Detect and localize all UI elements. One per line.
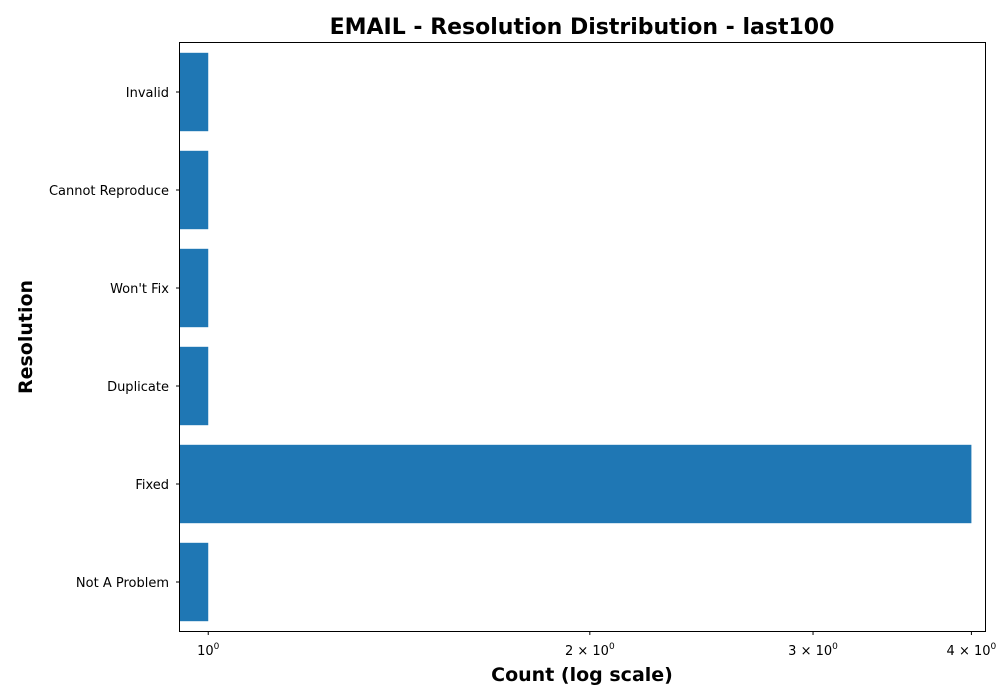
plot-frame (179, 42, 986, 632)
x-tick-exponent: 0 (991, 642, 997, 652)
y-axis-ticks: Not A Problem Fixed Duplicate Won't Fix Cann… (49, 86, 180, 591)
x-tick-base: 2 × 10 (565, 644, 609, 659)
x-tick-base: 3 × 10 (788, 644, 832, 659)
y-tick-label-not-a-problem: Not A Problem (76, 576, 169, 591)
y-tick-label-duplicate: Duplicate (107, 380, 169, 395)
x-tick-exponent: 0 (832, 642, 838, 652)
bars-group (180, 52, 972, 622)
y-tick-label-won-t-fix: Won't Fix (110, 282, 169, 297)
x-axis-ticks: 100 2 × 100 3 × 100 4 × 100 (197, 631, 997, 659)
bar-fixed (180, 444, 972, 524)
x-tick-exponent: 0 (609, 642, 615, 652)
x-axis-label: Count (log scale) (491, 664, 673, 686)
x-tick-base: 4 × 10 (947, 644, 991, 659)
x-tick-exponent: 0 (214, 642, 220, 652)
bar-cannot-reproduce (180, 150, 209, 230)
x-tick-label-4: 4 × 100 (947, 642, 997, 659)
y-axis-label: Resolution (15, 280, 37, 394)
bar-duplicate (180, 346, 209, 426)
bar-won-t-fix (180, 248, 209, 328)
chart-title: EMAIL - Resolution Distribution - last10… (330, 15, 835, 40)
x-tick-label-3: 3 × 100 (788, 642, 838, 659)
bar-invalid (180, 52, 209, 132)
y-tick-label-fixed: Fixed (135, 478, 169, 493)
x-tick-label-1: 100 (197, 642, 220, 659)
x-tick-label-2: 2 × 100 (565, 642, 615, 659)
bar-not-a-problem (180, 542, 209, 622)
x-tick-base: 10 (197, 644, 214, 659)
y-tick-label-invalid: Invalid (126, 86, 169, 101)
y-tick-label-cannot-reproduce: Cannot Reproduce (49, 184, 169, 199)
